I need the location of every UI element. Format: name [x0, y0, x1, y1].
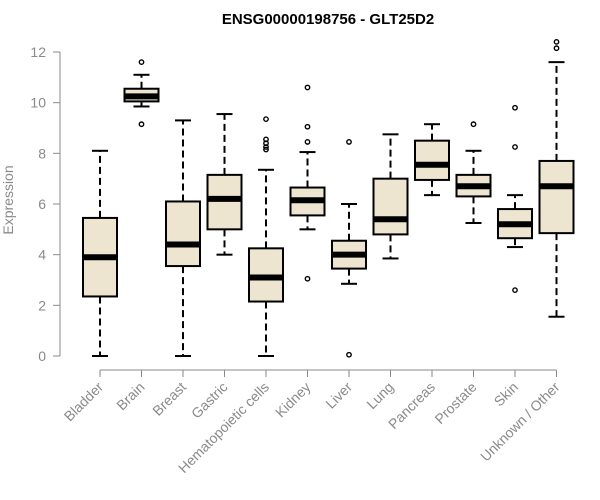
outlier-point	[304, 275, 311, 282]
box-group	[414, 123, 450, 197]
outlier-point	[470, 121, 477, 128]
outlier-point	[553, 38, 560, 45]
y-axis: 0 2 4 6 8 10 12	[30, 44, 61, 364]
outlier-point	[346, 351, 352, 358]
y-tick-label: 8	[38, 145, 46, 161]
outlier-point	[138, 121, 145, 128]
outlier-point	[512, 144, 518, 150]
y-tick-label: 12	[30, 44, 46, 60]
x-tick-label: Breast	[149, 379, 189, 419]
box-iqr	[372, 177, 409, 236]
outlier-point	[263, 144, 269, 150]
box-group	[289, 84, 326, 282]
box-group	[372, 133, 409, 260]
y-tick-label: 4	[38, 247, 46, 263]
x-tick-label: Skin	[491, 379, 522, 410]
box-group	[455, 121, 492, 224]
y-tick-label: 2	[38, 297, 46, 313]
outlier-point	[346, 139, 352, 145]
box-group	[497, 104, 533, 294]
box-group	[331, 139, 367, 358]
x-tick-label: Brain	[113, 379, 147, 413]
box-group	[82, 149, 118, 357]
y-tick-label: 6	[38, 196, 46, 212]
outlier-point	[553, 45, 560, 52]
y-axis-title: Expression	[0, 165, 16, 234]
chart-title: ENSG00000198756 - GLT25D2	[222, 11, 434, 28]
outlier-point	[263, 146, 269, 153]
box-iqr	[165, 200, 201, 268]
box-group	[123, 59, 160, 128]
x-tick-label: Bladder	[61, 379, 107, 425]
boxes-group	[82, 38, 575, 358]
outlier-point	[304, 84, 311, 91]
x-tick-label: Unknown / Other	[477, 379, 563, 465]
box-group	[248, 116, 284, 357]
box-iqr	[538, 159, 575, 235]
x-tick-label: Lung	[363, 379, 396, 412]
box-group	[165, 119, 201, 357]
outlier-point	[512, 104, 518, 111]
x-tick-label: Kidney	[272, 379, 314, 421]
outlier-point	[304, 123, 311, 130]
outlier-point	[138, 59, 145, 66]
outlier-point	[263, 116, 269, 123]
box-iqr	[414, 139, 450, 181]
y-tick-label: 10	[30, 95, 46, 111]
y-tick-label: 0	[38, 348, 46, 364]
outlier-point	[512, 287, 518, 294]
x-tick-label: Liver	[322, 379, 355, 412]
x-tick-label: Prostate	[431, 379, 479, 427]
box-group	[538, 38, 575, 318]
box-group	[206, 113, 243, 256]
outlier-point	[304, 139, 311, 145]
box-iqr	[206, 173, 243, 231]
